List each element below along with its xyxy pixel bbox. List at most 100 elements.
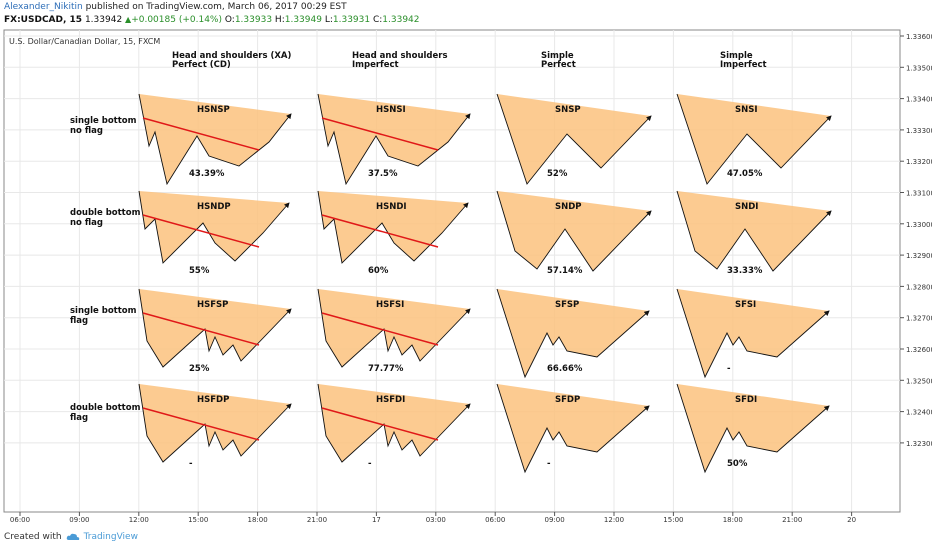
pattern-name: HSNDI bbox=[376, 202, 407, 212]
pattern-fill-hsnsi bbox=[318, 94, 470, 184]
footer: Created with TradingView bbox=[4, 532, 138, 542]
y-tick-label: 1.33000 bbox=[906, 221, 932, 229]
pattern-percent: 52% bbox=[547, 169, 568, 179]
column-header-line2: Imperfect bbox=[720, 60, 767, 70]
pattern-fill-sndp bbox=[497, 191, 651, 271]
pattern-name: HSFSI bbox=[376, 300, 404, 310]
y-tick-label: 1.32900 bbox=[906, 252, 932, 260]
up-arrow-icon: ▲ bbox=[125, 15, 132, 24]
y-tick-label: 1.33300 bbox=[906, 127, 932, 135]
author-link[interactable]: Alexander_Nikitin bbox=[4, 2, 83, 12]
pattern-percent: - bbox=[727, 364, 731, 374]
pattern-percent: - bbox=[368, 459, 372, 469]
column-header-line2: Imperfect bbox=[352, 60, 399, 70]
symbol-line: FX:USDCAD, 15 1.33942 ▲+0.00185 (+0.14%)… bbox=[4, 15, 420, 25]
pattern-fill-sfdi bbox=[677, 384, 829, 472]
x-tick-label: 06:00 bbox=[485, 516, 505, 524]
neckline-hsndi bbox=[321, 214, 439, 248]
pattern-name: SNDI bbox=[735, 202, 758, 212]
pattern-name: SFDI bbox=[735, 395, 757, 405]
y-tick-label: 1.32600 bbox=[906, 346, 932, 354]
pattern-fill-sndi bbox=[677, 191, 831, 271]
x-tick-label: 20 bbox=[847, 516, 856, 524]
column-header-line1: Head and shoulders bbox=[352, 51, 448, 61]
tradingview-link[interactable]: TradingView bbox=[83, 532, 138, 542]
x-tick-label: 09:00 bbox=[545, 516, 565, 524]
x-tick-label: 12:00 bbox=[604, 516, 624, 524]
y-tick-label: 1.33600 bbox=[906, 33, 932, 41]
neckline-hsnsi bbox=[321, 117, 439, 151]
x-tick-label: 09:00 bbox=[69, 516, 89, 524]
pattern-name: SNSP bbox=[555, 105, 581, 115]
pattern-percent: 55% bbox=[189, 266, 210, 276]
pattern-fill-hsndp bbox=[139, 191, 289, 263]
pattern-fill-hsfdi bbox=[318, 384, 470, 462]
pattern-percent: 57.14% bbox=[547, 266, 583, 276]
pattern-percent: 60% bbox=[368, 266, 389, 276]
y-tick-label: 1.33100 bbox=[906, 190, 932, 198]
open-value: 1.33933 bbox=[234, 15, 273, 25]
pattern-percent: 77.77% bbox=[368, 364, 404, 374]
published-text: published on TradingView.com, March 06, … bbox=[82, 2, 347, 12]
neckline-hsfsi bbox=[321, 312, 439, 346]
price-change: +0.00185 (+0.14%) bbox=[131, 15, 222, 25]
cloud-icon bbox=[66, 533, 79, 540]
pattern-zigzag-hsfdp bbox=[138, 383, 292, 463]
row-label-line2: flag bbox=[70, 413, 88, 423]
pattern-name: HSNSI bbox=[376, 105, 406, 115]
x-tick-label: 15:00 bbox=[663, 516, 683, 524]
pattern-labels: HSNSP 43.39% HSNSI 37.5% SNSP 52% SNSI 47.05% HS… bbox=[189, 105, 763, 469]
pattern-fill-hsfsi bbox=[318, 289, 470, 367]
pattern-zigzag-hsfsi bbox=[317, 288, 471, 368]
pattern-zigzag-hsndi bbox=[317, 190, 469, 264]
pattern-name: HSFSP bbox=[197, 300, 228, 310]
y-tick-label: 1.33200 bbox=[906, 158, 932, 166]
last-price: 1.33942 bbox=[84, 15, 123, 25]
row-label-line1: single bottom bbox=[70, 306, 137, 316]
pattern-name: HSFDI bbox=[376, 395, 405, 405]
y-tick-label: 1.33500 bbox=[906, 64, 932, 72]
row-label-line1: single bottom bbox=[70, 116, 137, 126]
pattern-fill-snsp bbox=[497, 94, 651, 184]
pattern-percent: 37.5% bbox=[368, 169, 398, 179]
low-value: 1.33931 bbox=[332, 15, 371, 25]
pattern-zigzag-sfdi bbox=[676, 383, 830, 474]
pattern-percent: 47.05% bbox=[727, 169, 763, 179]
x-tick-label: 03:00 bbox=[426, 516, 446, 524]
row-label-line1: double bottom bbox=[70, 403, 141, 413]
close-label: C: bbox=[372, 15, 383, 25]
pattern-zigzag-sndp bbox=[496, 190, 652, 272]
time-axis[interactable]: 06:00 09:00 12:00 15:00 18:00 21:00 17 03:00 06:… bbox=[4, 511, 900, 524]
price-axis[interactable]: 1.33600 1.33500 1.33400 1.33300 1.33200 1.331… bbox=[900, 33, 932, 448]
pattern-percent: 66.66% bbox=[547, 364, 583, 374]
y-tick-label: 1.32800 bbox=[906, 283, 932, 291]
column-header-line1: Simple bbox=[541, 51, 574, 61]
pattern-percent: 50% bbox=[727, 459, 748, 469]
pattern-zigzag-sfdp bbox=[496, 383, 650, 474]
pattern-percent: - bbox=[547, 459, 551, 469]
column-header-line2: Perfect bbox=[541, 60, 576, 70]
pattern-fill-hsfsp bbox=[139, 289, 291, 367]
x-tick-label: 06:00 bbox=[10, 516, 30, 524]
y-tick-label: 1.32500 bbox=[906, 377, 932, 385]
low-label: L: bbox=[324, 15, 333, 25]
pattern-zigzag-hsndp bbox=[138, 190, 290, 264]
neckline-hsfsp bbox=[142, 312, 260, 346]
neckline-hsndp bbox=[142, 214, 260, 248]
x-tick-label: 21:00 bbox=[307, 516, 327, 524]
close-value: 1.33942 bbox=[382, 15, 420, 25]
row-label-line1: double bottom bbox=[70, 208, 141, 218]
neckline-hsfdp bbox=[142, 407, 260, 441]
pattern-zigzag-snsp bbox=[496, 93, 652, 185]
pattern-fills bbox=[139, 94, 831, 472]
x-tick-label: 21:00 bbox=[782, 516, 802, 524]
pattern-name: SFSP bbox=[555, 300, 579, 310]
pattern-name: HSNSP bbox=[197, 105, 230, 115]
necklines bbox=[142, 117, 439, 441]
pattern-name: HSNDP bbox=[197, 202, 231, 212]
pattern-name: SNSI bbox=[735, 105, 758, 115]
row-label-line2: no flag bbox=[70, 126, 103, 136]
created-with-text: Created with bbox=[4, 532, 62, 542]
